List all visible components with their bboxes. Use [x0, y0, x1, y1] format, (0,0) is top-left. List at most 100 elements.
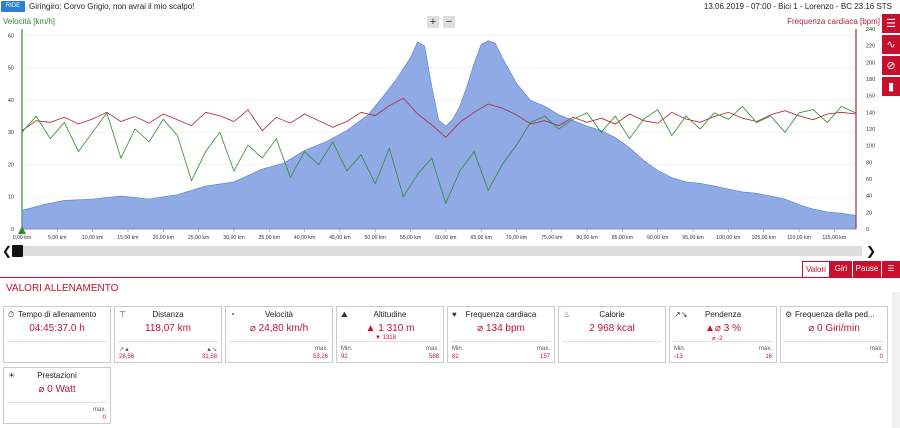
x-tick-label: 35,00 km: [259, 235, 280, 241]
min-label: Min.: [674, 346, 686, 352]
speed-line: [21, 105, 856, 205]
signpost-icon: ⊤: [119, 310, 126, 319]
card-title: Distanza: [152, 310, 184, 319]
tab-list-icon[interactable]: ☰: [882, 261, 900, 277]
hide-data-icon[interactable]: ⊘: [882, 56, 900, 76]
card-pedalata: ⚙ Frequenza della ped... ⌀ 0 Giri/min ma…: [780, 306, 888, 363]
card-calorie: ♨ Calorie 2 968 kcal: [558, 306, 666, 363]
heart-icon: ♥: [452, 310, 457, 319]
card-value: ⌀ 0 Watt: [38, 384, 76, 395]
x-tick-label: 25,00 km: [188, 235, 209, 241]
divider: [0, 277, 900, 278]
x-tick-label: 95,00 km: [682, 235, 703, 241]
tab-giri[interactable]: Giri: [830, 261, 852, 277]
card-title: Velocità: [264, 310, 294, 319]
slope-icon: ↗↘: [674, 310, 688, 319]
x-tick-label: 70,00 km: [506, 235, 527, 241]
x-tick-label: 30,00 km: [223, 235, 244, 241]
scroll-right-icon[interactable]: ❯: [866, 244, 877, 258]
card-title: Tempo di allenamento: [18, 310, 97, 319]
card-value: ⌀ 0 Giri/min: [808, 323, 860, 334]
min-label: Min.: [341, 346, 353, 352]
card-value: ⌀ 24,80 km/h: [249, 323, 309, 334]
tour-title: Giringiro: Corvo Grigio, non avrai il mi…: [29, 2, 195, 11]
max-value: 157: [539, 354, 550, 360]
uphill-icon: ↗▲: [119, 347, 130, 353]
chart-scrollbar[interactable]: ❮ ❯: [0, 243, 900, 259]
right-tick-label: 200: [866, 60, 875, 66]
x-tick-label: 75,00 km: [541, 235, 562, 241]
max-label: max.: [92, 407, 106, 413]
max-value: 0: [879, 354, 883, 360]
x-tick-label: 65,00 km: [470, 235, 491, 241]
card-velocita: ◔ Velocità ⌀ 24,80 km/h max. 53,26: [225, 306, 333, 363]
start-marker-icon: [18, 226, 26, 234]
page-scrollbar[interactable]: [892, 292, 900, 428]
speedometer-icon: ◔: [230, 310, 235, 319]
scroll-handle[interactable]: [12, 245, 23, 257]
left-tick-label: 30: [8, 130, 14, 136]
right-tick-label: 100: [866, 144, 875, 150]
tab-valori[interactable]: Valori: [802, 261, 830, 277]
left-tick-label: 50: [8, 66, 14, 72]
uphill-distance: 28,56: [119, 354, 135, 360]
tab-pause[interactable]: Pause: [853, 261, 881, 277]
x-tick-label: 15,00 km: [117, 235, 138, 241]
left-tick-label: 40: [8, 98, 14, 104]
x-tick-label: 115,00 km: [822, 235, 846, 241]
right-tick-label: 120: [866, 127, 875, 133]
max-value: 568: [428, 354, 439, 360]
card-title: Calorie: [599, 310, 625, 319]
card-frequenza-cardiaca: ♥ Frequenza cardiaca ⌀ 134 bpm Min. 82 m…: [447, 306, 555, 363]
right-tick-label: 180: [866, 77, 875, 83]
bulb-icon: ☀: [8, 371, 16, 380]
line-chart-icon[interactable]: ∿: [882, 35, 900, 55]
card-value: ▲ 1 310 m: [365, 323, 415, 334]
card-title: Pendenza: [704, 310, 742, 319]
top-bar: RIDE Giringiro: Corvo Grigio, non avrai …: [0, 0, 900, 15]
x-tick-label: 110,00 km: [787, 235, 811, 241]
x-tick-label: 50,00 km: [365, 235, 386, 241]
scroll-track[interactable]: [12, 246, 862, 256]
x-tick-label: 85,00 km: [612, 235, 633, 241]
card-value: 2 968 kcal: [589, 323, 635, 334]
min-value: -13: [674, 354, 683, 360]
mountain-icon: ⛰: [341, 310, 348, 319]
card-pendenza: ↗↘ Pendenza ▲⌀ 3 % ⌀ -2 Min. -13 max. 16: [669, 306, 777, 363]
max-label: max.: [869, 346, 883, 352]
tour-meta: 13.06.2019 - 07:00 - Bici 1 - Lorenzo - …: [703, 2, 892, 11]
x-tick-label: 60,00 km: [435, 235, 456, 241]
pedal-icon: ⚙: [785, 310, 793, 319]
x-tick-label: 105,00 km: [752, 235, 776, 241]
card-title: Prestazioni: [37, 371, 77, 380]
left-tick-label: 20: [8, 162, 14, 168]
training-chart[interactable]: 0 10 20 30 40 50 60 0 20 40 60 80 100 120 140 160 180 200…: [0, 14, 880, 242]
card-altitudine: ⛰ Altitudine ▲ 1 310 m ▼ 1318 Min. 92 ma…: [336, 306, 444, 363]
card-title: Frequenza cardiaca: [465, 310, 537, 319]
bar-chart-icon[interactable]: ▮: [882, 77, 900, 97]
card-title: Altitudine: [373, 310, 407, 319]
x-tick-label: 45,00 km: [329, 235, 350, 241]
max-label: max.: [425, 346, 439, 352]
right-tick-label: 40: [866, 194, 872, 200]
card-value: ⌀ 134 bpm: [477, 323, 525, 334]
zoom-in-button[interactable]: +: [427, 16, 439, 28]
downhill-icon: ▲↘: [206, 347, 217, 353]
x-tick-label: 55,00 km: [400, 235, 421, 241]
x-tick-label: 40,00 km: [294, 235, 315, 241]
altitude-area: [21, 40, 856, 230]
scroll-left-icon[interactable]: ❮: [2, 244, 13, 258]
card-value: 04:45:37.0 h: [29, 323, 85, 334]
zoom-out-button[interactable]: −: [443, 16, 455, 28]
card-value: 118,07 km: [145, 323, 191, 334]
card-divider: [562, 341, 662, 342]
heart-rate-line: [21, 97, 856, 138]
right-tick-label: 220: [866, 44, 875, 50]
x-tick-label: 0,00 km: [13, 235, 31, 241]
max-value: 16: [765, 354, 772, 360]
card-distanza: ⊤ Distanza 118,07 km ↗▲ 28,56 ▲↘ 31,58: [114, 306, 222, 363]
right-tick-label: 0: [866, 227, 869, 233]
list-icon[interactable]: ☰: [882, 14, 900, 34]
left-axis-title: Velocità [km/h]: [3, 17, 56, 26]
max-label: max.: [536, 346, 550, 352]
